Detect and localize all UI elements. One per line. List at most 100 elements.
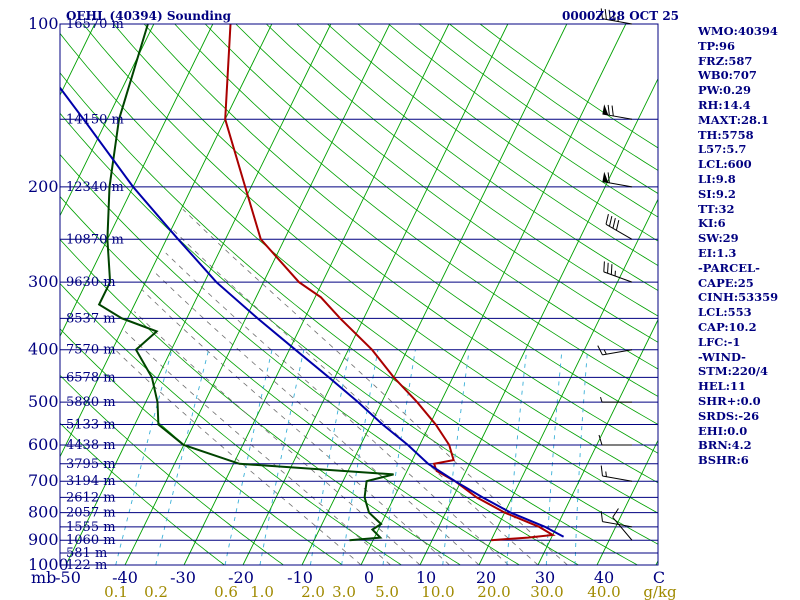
sounding-index: -WIND-	[698, 349, 746, 364]
barb-half-flag	[605, 471, 607, 477]
sounding-index: -PARCEL-	[698, 260, 760, 275]
barb-flag	[615, 220, 620, 231]
dry-adiabat	[60, 32, 658, 514]
pressure-tick-label: 100	[28, 14, 59, 33]
pressure-tick-label: 900	[28, 530, 59, 549]
barb-staff	[605, 223, 633, 240]
background-lines	[60, 24, 658, 566]
sounding-index: HEL:11	[698, 379, 746, 394]
moist-adiabat	[134, 311, 421, 566]
wind-barb	[602, 171, 633, 188]
temperature-tick-label: C	[653, 568, 665, 587]
wind-barb	[600, 8, 633, 25]
sounding-indices-panel: WMO:40394 TP:96 FRZ:587 WB0:707 PW:0.29 RH:14…	[698, 24, 798, 468]
height-label: 5880 m	[66, 395, 116, 410]
barb-pennant	[602, 171, 609, 183]
sounding-index: LI:9.8	[698, 171, 736, 186]
chart-title: OEHL (40394) Sounding	[66, 9, 232, 23]
parcel-line	[60, 86, 565, 538]
temperature-tick-label: -40	[112, 568, 138, 587]
barb-flag	[612, 218, 616, 229]
barb-flag	[607, 172, 610, 183]
chart-date: 0000Z 28 OCT 25	[562, 9, 679, 23]
barb-staff	[612, 516, 633, 541]
temperature-line	[224, 24, 556, 542]
wind-barb	[600, 465, 633, 482]
sounding-index: WMO:40394	[698, 24, 778, 38]
isotherm	[360, 24, 627, 566]
mixing-ratio-label: 3.0	[332, 583, 356, 600]
height-label: 4438 m	[66, 438, 116, 453]
barb-flag	[600, 511, 603, 522]
height-label: 8537 m	[66, 311, 116, 326]
mixing-ratio-line	[224, 349, 273, 566]
temperature-tick-label: 30	[535, 568, 555, 587]
pressure-tick-label: 300	[28, 272, 59, 291]
sounding-index: CAPE:25	[698, 275, 754, 290]
barb-staff	[602, 349, 633, 356]
height-label: 14150 m	[66, 112, 124, 127]
temperature-tick-label: -10	[287, 568, 313, 587]
height-label: 122 m	[66, 558, 107, 573]
wind-barb	[605, 214, 633, 240]
mixing-ratio-line	[115, 349, 173, 566]
barb-staff	[602, 18, 633, 25]
barb-staff	[602, 475, 633, 482]
dry-adiabat	[82, 24, 658, 484]
height-label: 3194 m	[66, 474, 116, 489]
sounding-index: PW:0.29	[698, 83, 752, 98]
wind-barb	[597, 345, 633, 356]
barb-pennant	[602, 104, 609, 116]
barb-staff	[602, 113, 633, 120]
temperature-tick-label: -30	[170, 568, 196, 587]
isotherm	[60, 24, 155, 217]
height-label: 10870 m	[66, 232, 124, 247]
height-label: 9630 m	[66, 275, 116, 290]
temperature-tick-label: 20	[476, 568, 496, 587]
isotherm	[478, 198, 658, 566]
sounding-index: L57:5.7	[698, 142, 747, 157]
mixing-ratio-line	[442, 349, 470, 566]
sounding-index: TH:5758	[698, 127, 754, 142]
plot-border	[59, 23, 659, 566]
barb-half-flag	[603, 349, 607, 355]
pressure-tick-label: 200	[28, 177, 59, 196]
temperature-tick-label: 40	[594, 568, 614, 587]
isotherm	[419, 77, 658, 566]
sounding-index: MAXT:28.1	[698, 112, 769, 127]
wind-barb	[602, 104, 633, 120]
mixing-ratio-label: 2.0	[301, 583, 325, 600]
sounding-index: TT:32	[698, 201, 735, 216]
sounding-index: LCL:600	[698, 157, 752, 172]
barb-flag	[612, 10, 615, 21]
sounding-index: EI:1.3	[698, 245, 737, 260]
plot-frame	[59, 23, 659, 566]
isotherm	[242, 24, 509, 566]
height-label: 7570 m	[66, 343, 116, 358]
isotherm	[596, 439, 658, 566]
height-label: 6578 m	[66, 370, 116, 385]
sounding-index: BSHR:6	[698, 453, 749, 468]
sounding-index: SW:29	[698, 231, 739, 246]
wind-barb	[600, 511, 633, 528]
height-label: 12340 m	[66, 180, 124, 195]
mixing-ratio-label: 1.0	[250, 583, 274, 600]
sounding-index: SRDS:-26	[698, 408, 760, 423]
sounding-index: WB0:707	[698, 68, 757, 83]
sounding-index: STM:220/4	[698, 364, 769, 379]
pressure-tick-label: 500	[28, 392, 59, 411]
moist-adiabat	[141, 289, 450, 566]
pressure-tick-label: 1000	[28, 555, 69, 574]
mixing-ratio-line	[309, 349, 351, 566]
sounding-index: FRZ:587	[698, 53, 753, 68]
temperature-tick-label: 0	[364, 568, 374, 587]
mixing-ratio-line	[341, 349, 379, 566]
mixing-ratio-label: 40.0	[587, 583, 620, 600]
barb-flag	[598, 434, 603, 446]
mixing-ratio-label: 0.2	[144, 583, 168, 600]
sounding-index: KI:6	[698, 216, 726, 231]
isotherm	[60, 24, 214, 338]
wind-barb	[598, 434, 632, 446]
barb-flag	[607, 104, 610, 116]
